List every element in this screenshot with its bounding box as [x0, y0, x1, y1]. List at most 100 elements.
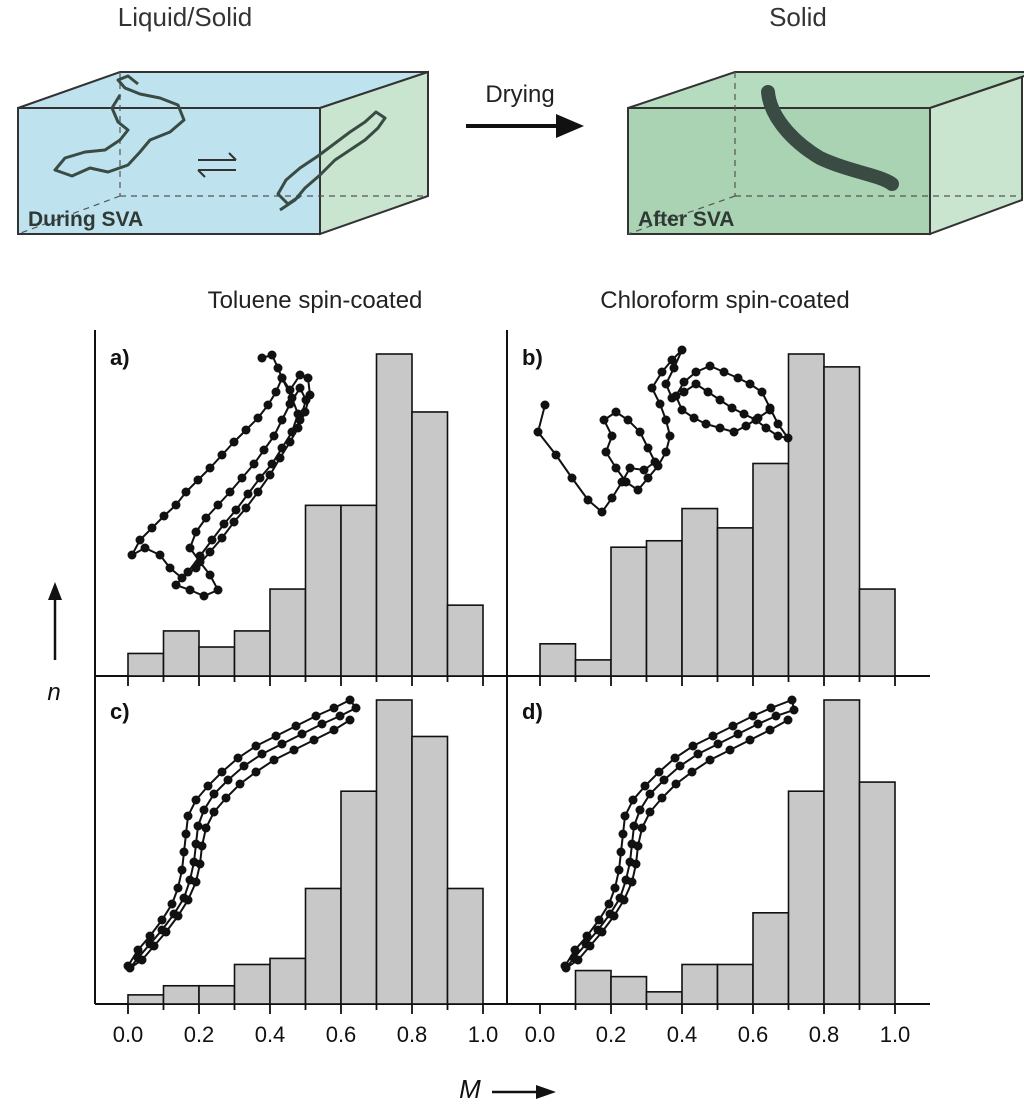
traj-a-dot-42 [267, 459, 277, 469]
traj-d-dot-22 [753, 719, 763, 729]
traj-b-dot-26 [655, 399, 665, 409]
traj-a-dot-1 [267, 350, 277, 360]
bar-b-7 [787, 353, 825, 677]
traj-b-dot-19 [621, 477, 631, 487]
traj-a-dot-11 [275, 453, 285, 463]
x-tick-label-right-2: 0.4 [667, 1022, 698, 1047]
after-sva-label: After SVA [638, 208, 734, 231]
traj-d-dot-44 [619, 895, 629, 905]
bar-a-4 [269, 588, 307, 677]
traj-c-dot-25 [257, 749, 267, 759]
traj-b-dot-47 [745, 379, 755, 389]
traj-d-dot-45 [627, 877, 637, 887]
traj-d-dot-21 [771, 711, 781, 721]
traj-d-dot-17 [748, 711, 758, 721]
traj-a-dot-56 [185, 543, 195, 553]
traj-b-dot-51 [691, 367, 701, 377]
bar-b-2 [610, 546, 648, 677]
bar-b-8 [823, 366, 861, 677]
traj-b-dot-44 [773, 419, 783, 429]
extended-polymer-chain [761, 85, 899, 191]
left-box-front [17, 107, 321, 235]
traj-b-dot-34 [679, 387, 689, 397]
traj-b-dot-0 [540, 400, 550, 410]
traj-c-dot-40 [137, 955, 147, 965]
bar-c-3 [233, 963, 271, 1005]
traj-d-dot-42 [597, 927, 607, 937]
traj-d-dot-13 [670, 753, 680, 763]
traj-c-dot-55 [309, 735, 319, 745]
traj-b-dot-49 [719, 367, 729, 377]
traj-d-dot-5 [610, 883, 620, 893]
traj-b-dot-56 [701, 419, 711, 429]
traj-d-dot-54 [725, 745, 735, 755]
traj-c-dot-20 [351, 703, 361, 713]
traj-c-dot-19 [345, 695, 355, 705]
traj-b-dot-2 [551, 450, 561, 460]
traj-a-dot-15 [229, 517, 239, 527]
traj-c-dot-2 [145, 931, 155, 941]
traj-b-dot-43 [783, 433, 793, 443]
traj-c-dot-41 [149, 941, 159, 951]
traj-d-dot-49 [645, 807, 655, 817]
bar-a-3 [233, 630, 271, 677]
traj-c-dot-1 [133, 945, 143, 955]
traj-a-dot-8 [300, 407, 310, 417]
traj-b-dot-16 [607, 431, 617, 441]
traj-a-dot-20 [165, 563, 175, 573]
traj-d-dot-2 [582, 931, 592, 941]
bar-a-1 [162, 630, 200, 677]
traj-c-dot-27 [223, 775, 233, 785]
x-tick-label-right-3: 0.6 [738, 1022, 769, 1047]
during-sva-label: During SVA [28, 208, 143, 231]
traj-d-dot-46 [631, 859, 641, 869]
bar-b-5 [716, 527, 754, 677]
bar-c-7 [375, 699, 413, 1005]
traj-b-dot-60 [753, 413, 763, 423]
traj-b-dot-3 [567, 473, 577, 483]
x-tick-label-left-5: 1.0 [468, 1022, 499, 1047]
traj-b-dot-22 [653, 461, 663, 471]
bar-a-8 [411, 411, 449, 677]
equilibrium-icon [197, 152, 237, 178]
traj-d-dot-16 [728, 721, 738, 731]
panel-label-b: b) [522, 345, 543, 370]
traj-a-dot-16 [217, 533, 227, 543]
traj-d-dot-30 [629, 821, 639, 831]
right-box-side [929, 75, 1023, 236]
y-axis-label: n [47, 679, 60, 706]
column-title-chloroform: Chloroform spin-coated [600, 287, 849, 314]
traj-d-dot-8 [618, 829, 628, 839]
bar-a-2 [198, 646, 236, 677]
traj-b-dot-48 [733, 373, 743, 383]
traj-d-dot-47 [633, 841, 643, 851]
right-box: After SVA [627, 71, 1024, 236]
traj-c-dot-30 [193, 821, 203, 831]
traj-c-dot-9 [183, 811, 193, 821]
traj-b-dot-61 [765, 405, 775, 415]
traj-c-dot-49 [209, 807, 219, 817]
bar-d-2 [610, 975, 648, 1005]
bar-b-4 [681, 507, 719, 677]
traj-d-dot-48 [637, 823, 647, 833]
traj-b-dot-20 [633, 485, 643, 495]
traj-a-dot-49 [183, 567, 193, 577]
bar-c-4 [269, 957, 307, 1005]
traj-a-dot-53 [213, 585, 223, 595]
traj-a-dot-27 [171, 500, 181, 510]
traj-d-dot-55 [745, 735, 755, 745]
traj-a-dot-44 [243, 489, 253, 499]
traj-c-dot-18 [329, 703, 339, 713]
traj-a-dot-54 [205, 570, 215, 580]
traj-a-dot-50 [171, 580, 181, 590]
traj-c-dot-24 [277, 739, 287, 749]
traj-b-dot-57 [715, 423, 725, 433]
panel-label-d: d) [522, 699, 543, 724]
traj-d-dot-52 [687, 767, 697, 777]
bar-b-1 [574, 659, 612, 677]
drying-label: Drying [485, 81, 554, 108]
bar-c-6 [340, 790, 378, 1005]
traj-a-dot-2 [273, 363, 283, 373]
traj-d-dot-57 [783, 715, 793, 725]
bar-c-1 [162, 984, 200, 1005]
